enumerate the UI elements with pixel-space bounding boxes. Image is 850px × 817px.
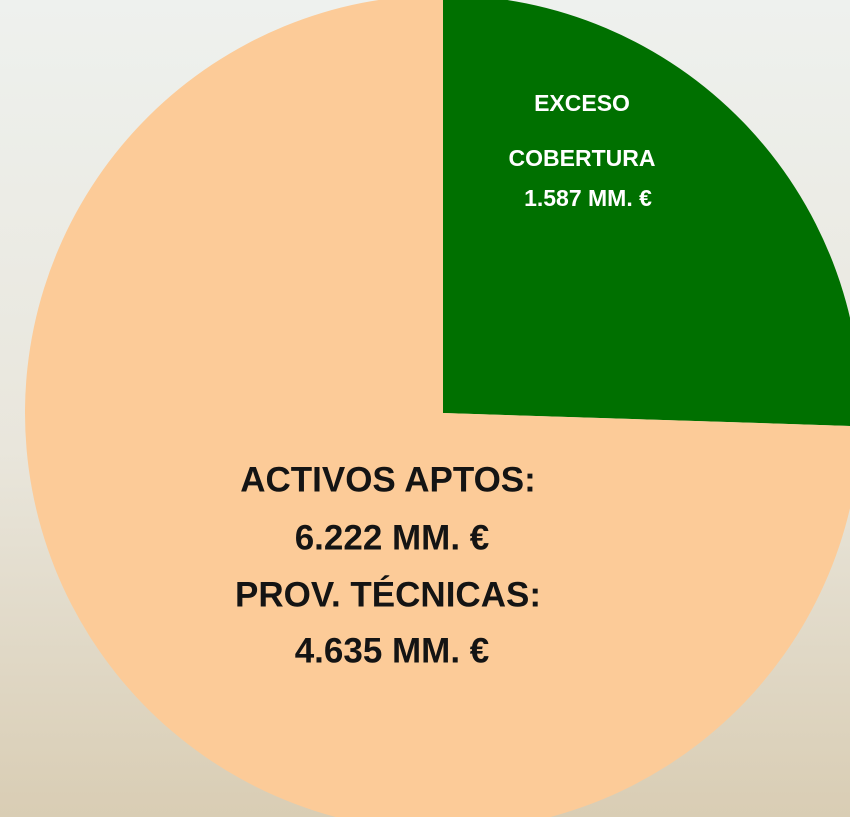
pie-slice <box>443 0 850 426</box>
slice-label: PROV. TÉCNICAS: <box>235 574 541 614</box>
slice-label: EXCESO COBERTURA <box>509 90 656 171</box>
slice-value-label: 4.635 MM. € <box>295 631 490 670</box>
pie <box>25 0 850 817</box>
total-value-label: 6.222 MM. € <box>295 518 490 557</box>
labels: EXCESO COBERTURA 1.587 MM. € ACTIVOS APTOS:… <box>235 90 655 670</box>
total-label: ACTIVOS APTOS: <box>240 460 536 499</box>
pie-slice <box>25 0 850 817</box>
slice-value-label: 1.587 MM. € <box>524 185 652 211</box>
